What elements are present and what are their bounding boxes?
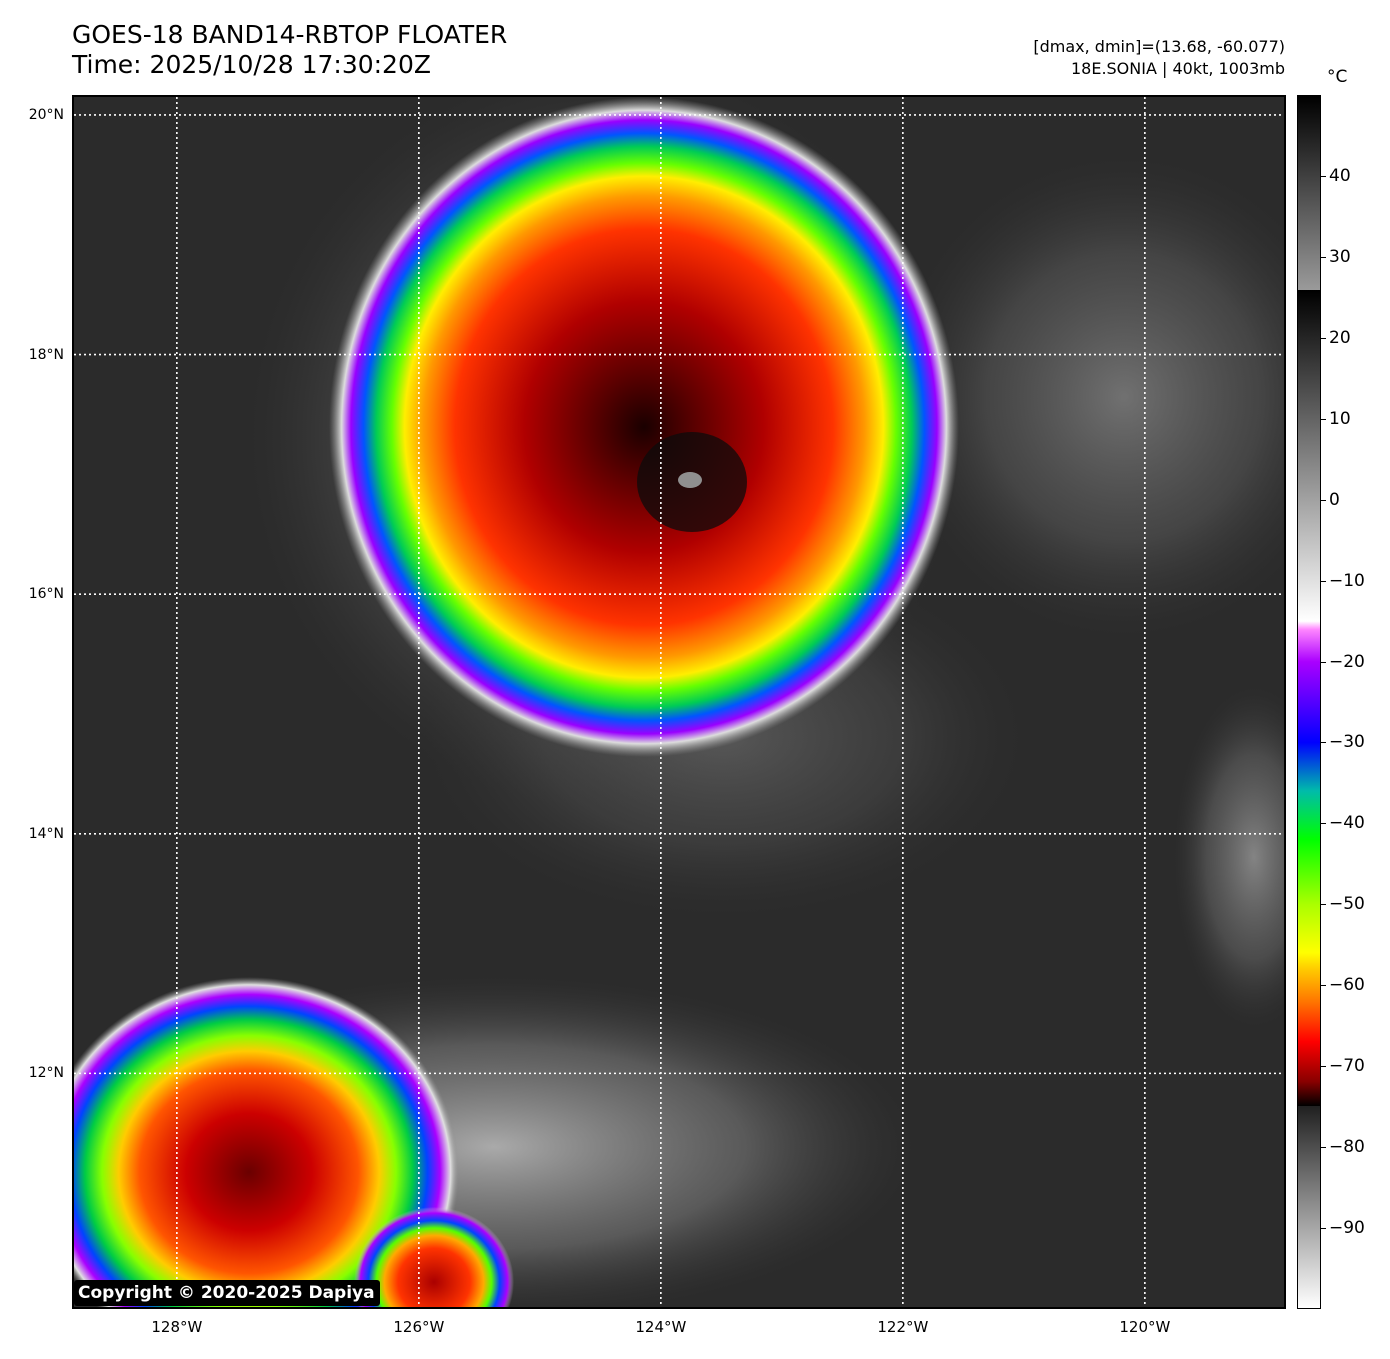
colorbar-tick-mark (1321, 1147, 1326, 1149)
lat-label: 14°N (28, 825, 64, 842)
colorbar-unit: °C (1327, 67, 1348, 87)
colorbar-tick-mark (1321, 418, 1326, 420)
dmax-dmin-info: [dmax, dmin]=(13.68, -60.077) (1033, 37, 1285, 56)
lon-label: 128°W (151, 1318, 203, 1336)
lon-label: 124°W (635, 1318, 687, 1336)
colorbar-tick-label: −60 (1329, 975, 1365, 996)
storm-info: 18E.SONIA | 40kt, 1003mb (1070, 59, 1285, 78)
lon-label: 122°W (877, 1318, 929, 1336)
colorbar (1297, 95, 1321, 1309)
colorbar-tick-label: 0 (1329, 489, 1340, 510)
colorbar-tick-mark (1321, 580, 1326, 582)
colorbar-tick-mark (1321, 742, 1326, 744)
storm-cloud-shield (329, 97, 959, 757)
satellite-map (72, 95, 1286, 1309)
colorbar-tick-label: 20 (1329, 327, 1351, 348)
colorbar-tick-mark (1321, 661, 1326, 663)
colorbar-tick-mark (1321, 499, 1326, 501)
lon-label: 120°W (1119, 1318, 1171, 1336)
colorbar-tick-mark (1321, 985, 1326, 987)
colorbar-tick-label: −80 (1329, 1137, 1365, 1158)
colorbar-tick-mark (1321, 337, 1326, 339)
lat-label: 18°N (28, 346, 64, 363)
southwest-convection (74, 977, 459, 1307)
lat-label: 20°N (28, 106, 64, 123)
lon-label: 126°W (393, 1318, 445, 1336)
haze-northeast (894, 157, 1284, 637)
colorbar-tick-label: −10 (1329, 570, 1365, 591)
satellite-imagery (74, 97, 1284, 1307)
colorbar-tick-label: −40 (1329, 813, 1365, 834)
colorbar-tick-label: −70 (1329, 1056, 1365, 1077)
lat-label: 12°N (28, 1065, 64, 1082)
colorbar-tick-mark (1321, 823, 1326, 825)
eye-feature (678, 472, 702, 488)
colorbar-tick-label: −30 (1329, 732, 1365, 753)
colorbar-tick-mark (1321, 1066, 1326, 1068)
south-convection-cell (354, 1207, 514, 1307)
lat-label: 16°N (28, 586, 64, 603)
colorbar-tick-label: −90 (1329, 1218, 1365, 1239)
lat-lon-grid (74, 97, 1284, 1307)
colorbar-tick-mark (1321, 256, 1326, 258)
colorbar-tick-mark (1321, 904, 1326, 906)
colorbar-tick-label: −50 (1329, 894, 1365, 915)
colorbar-tick-label: 10 (1329, 408, 1351, 429)
copyright-badge: Copyright © 2020-2025 Dapiya (74, 1280, 380, 1306)
haze-east (1174, 687, 1284, 1027)
colorbar-tick-mark (1321, 175, 1326, 177)
colorbar-tick-label: 40 (1329, 165, 1351, 186)
time-stamp: Time: 2025/10/28 17:30:20Z (72, 50, 431, 79)
colorbar-tick-label: 30 (1329, 246, 1351, 267)
colorbar-tick-label: −20 (1329, 651, 1365, 672)
colorbar-tick-mark (1321, 1228, 1326, 1230)
chart-title: GOES-18 BAND14-RBTOP FLOATER (72, 20, 508, 49)
